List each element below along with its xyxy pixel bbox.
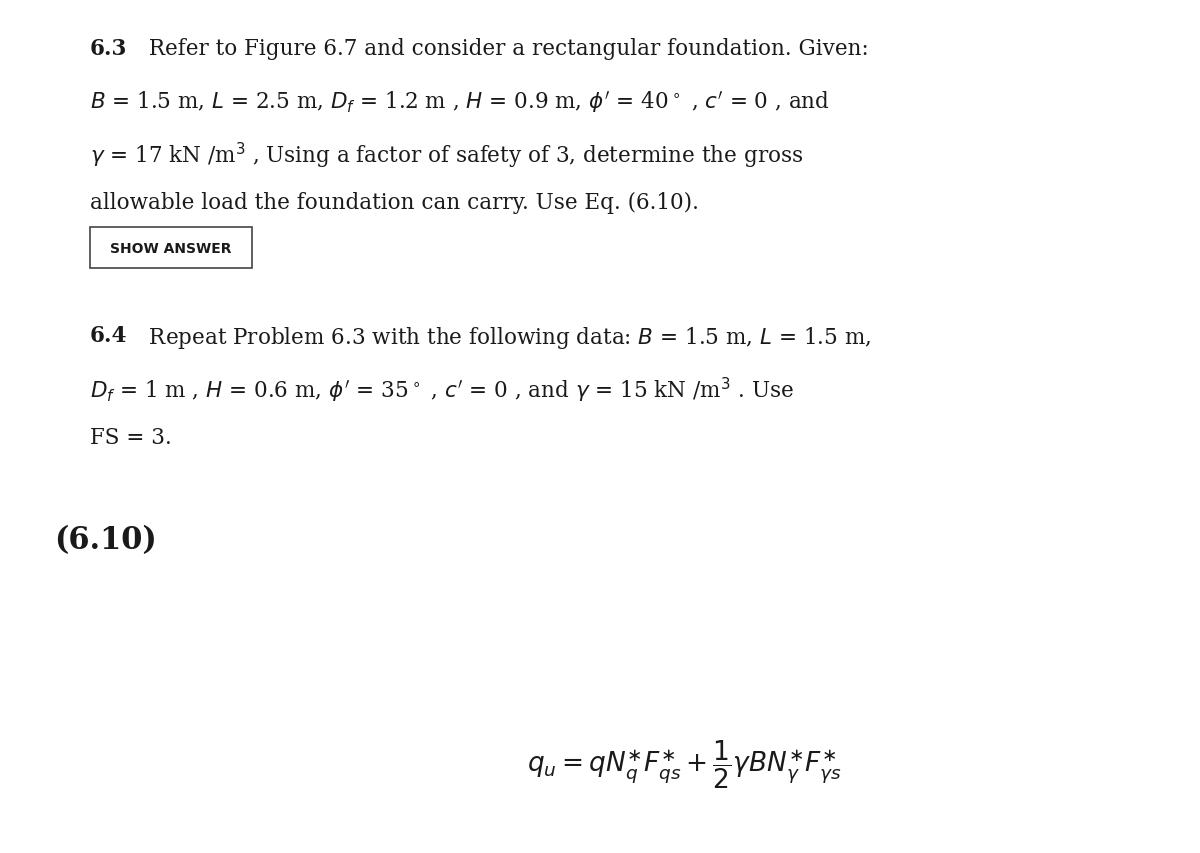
Text: $\gamma$ = 17 kN /m$^3$ , Using a factor of safety of 3, determine the gross: $\gamma$ = 17 kN /m$^3$ , Using a factor… bbox=[90, 141, 803, 171]
Text: allowable load the foundation can carry. Use Eq. (6.10).: allowable load the foundation can carry.… bbox=[90, 192, 698, 214]
Text: $B$ = 1.5 m, $L$ = 2.5 m, $D_f$ = 1.2 m , $H$ = 0.9 m, $\phi'$ = 40$^\circ$ , $c: $B$ = 1.5 m, $L$ = 2.5 m, $D_f$ = 1.2 m … bbox=[90, 90, 830, 115]
Text: FS = 3.: FS = 3. bbox=[90, 426, 172, 449]
Text: $q_u = qN_q^{\ast} F_{qs}^{\ast} + \dfrac{1}{2}\gamma B N_{\gamma}^{\ast} F_{\ga: $q_u = qN_q^{\ast} F_{qs}^{\ast} + \dfra… bbox=[527, 738, 841, 790]
Text: 6.4: 6.4 bbox=[90, 324, 127, 346]
Text: 6.3: 6.3 bbox=[90, 38, 127, 61]
Text: (6.10): (6.10) bbox=[54, 525, 157, 555]
Text: $D_f$ = 1 m , $H$ = 0.6 m, $\phi'$ = 35$^\circ$ , $c'$ = 0 , and $\gamma$ = 15 k: $D_f$ = 1 m , $H$ = 0.6 m, $\phi'$ = 35$… bbox=[90, 375, 794, 404]
Text: Refer to Figure 6.7 and consider a rectangular foundation. Given:: Refer to Figure 6.7 and consider a recta… bbox=[142, 38, 869, 61]
Text: SHOW ANSWER: SHOW ANSWER bbox=[110, 241, 232, 255]
Text: Repeat Problem 6.3 with the following data: $B$ = 1.5 m, $L$ = 1.5 m,: Repeat Problem 6.3 with the following da… bbox=[142, 324, 871, 350]
FancyBboxPatch shape bbox=[90, 228, 252, 269]
